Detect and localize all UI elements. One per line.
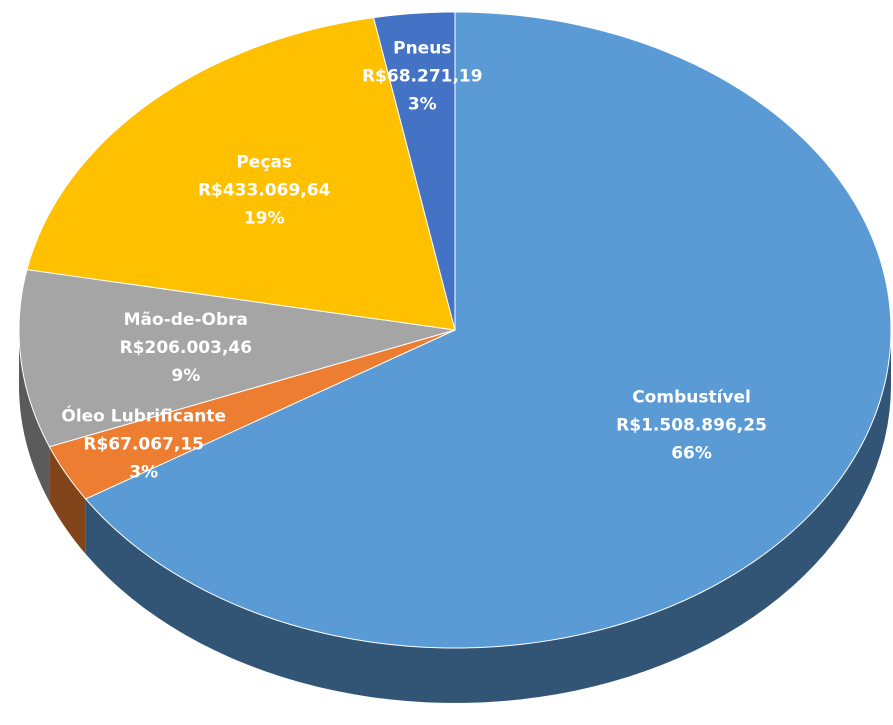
data-label: 19% <box>244 208 285 228</box>
data-label: Pneus <box>393 39 451 59</box>
slice-side <box>49 446 86 554</box>
slice <box>26 17 456 331</box>
data-label: Óleo Lubrificante <box>61 405 226 427</box>
data-label: 66% <box>671 443 712 463</box>
data-label: R$433.069,64 <box>198 180 331 200</box>
slice <box>84 11 892 649</box>
data-label: R$67.067,15 <box>83 435 204 455</box>
slice <box>48 329 456 500</box>
slice-side <box>85 330 892 703</box>
data-label: R$1.508.896,25 <box>616 415 767 435</box>
data-label: R$206.003,46 <box>120 338 252 358</box>
data-label: Combustível <box>632 387 751 407</box>
data-label: 3% <box>129 463 158 483</box>
slice-side <box>19 330 50 502</box>
slice <box>372 11 456 331</box>
data-label: Mão-de-Obra <box>124 310 248 330</box>
data-label: 9% <box>171 366 200 386</box>
data-label: 3% <box>408 95 437 115</box>
slice <box>18 269 456 448</box>
data-label: Peças <box>236 152 292 172</box>
data-label: R$68.271,19 <box>362 67 483 87</box>
